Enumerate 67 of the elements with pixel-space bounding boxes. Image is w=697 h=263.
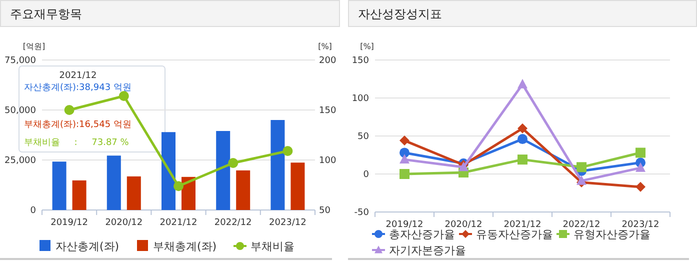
x-tick-label: 2023/12 xyxy=(269,218,306,228)
x-tick-label: 2022/12 xyxy=(562,220,600,230)
x-tick-label: 2019/12 xyxy=(386,220,424,230)
bar xyxy=(162,132,176,210)
y-tick-label: 150 xyxy=(352,56,370,66)
point xyxy=(400,136,410,146)
y-axis-title: [%] xyxy=(360,42,374,51)
bar xyxy=(182,176,196,210)
x-tick-label: 2020/12 xyxy=(444,220,482,230)
y-tick-label: 100 xyxy=(352,94,370,104)
point xyxy=(400,169,410,179)
point xyxy=(636,182,646,192)
point xyxy=(576,175,586,185)
legend-label: 자산총계(좌) xyxy=(56,240,120,253)
point xyxy=(118,91,129,101)
point xyxy=(518,123,528,134)
x-tick-label: 2021/12 xyxy=(504,220,542,230)
x-tick-label: 2019/12 xyxy=(50,218,88,228)
bar xyxy=(72,180,86,210)
legend-label: 유형자산증가율 xyxy=(574,228,650,241)
legend-label: 부채비율 xyxy=(250,240,294,253)
x-tick-label: 2021/12 xyxy=(160,218,198,228)
y2-tick-label: 50 xyxy=(319,206,331,216)
chart-title: 자산성장성지표 xyxy=(358,7,442,21)
point xyxy=(576,162,586,172)
bar xyxy=(290,162,305,210)
legend-label: 부채총계(좌) xyxy=(153,240,217,253)
point xyxy=(174,181,184,192)
bar xyxy=(126,176,141,210)
annotation: 자산총계(좌):38,943 억원 xyxy=(24,83,132,93)
point xyxy=(636,148,646,158)
x-tick-label: 2020/12 xyxy=(105,218,143,228)
y2-axis-title: [%] xyxy=(318,42,332,51)
bar xyxy=(106,156,121,210)
y-tick-label: 50 xyxy=(358,132,370,142)
y2-tick-label: 100 xyxy=(319,156,336,166)
legend-label: 자기자본증가율 xyxy=(389,244,466,257)
y2-tick-label: 150 xyxy=(319,106,336,116)
y-tick-label: 75,000 xyxy=(4,56,36,66)
point xyxy=(636,162,646,172)
point xyxy=(518,78,528,88)
y-tick-label: 0 xyxy=(363,170,370,180)
point xyxy=(64,105,74,115)
y2-tick-label: 200 xyxy=(319,56,336,66)
x-tick-label: 2022/12 xyxy=(214,218,252,228)
annotation: 부채비율 : 73.87 % xyxy=(24,138,130,148)
point xyxy=(518,154,528,165)
bar xyxy=(52,162,66,210)
chart-title: 주요재무항목 xyxy=(10,7,82,21)
y-tick-label: 50,000 xyxy=(4,106,36,116)
point xyxy=(228,158,238,168)
point xyxy=(400,148,410,158)
y-tick-label: 0 xyxy=(30,206,36,216)
legend-label: 총자산증가율 xyxy=(389,228,455,241)
bar xyxy=(270,120,285,210)
annotation: 2021/12 xyxy=(59,71,97,81)
x-tick-label: 2023/12 xyxy=(622,220,660,230)
point xyxy=(282,146,293,156)
bar xyxy=(236,170,250,210)
point xyxy=(400,154,410,164)
legend-label: 유동자산증가율 xyxy=(476,228,553,241)
y-tick-label: 25,000 xyxy=(4,156,36,166)
bar xyxy=(216,131,230,210)
point xyxy=(518,134,528,144)
y-axis-title: [억원] xyxy=(22,42,46,51)
y-tick-label: -50 xyxy=(354,208,370,218)
annotation: 부채총계(좌):16,545 억원 xyxy=(24,120,132,130)
